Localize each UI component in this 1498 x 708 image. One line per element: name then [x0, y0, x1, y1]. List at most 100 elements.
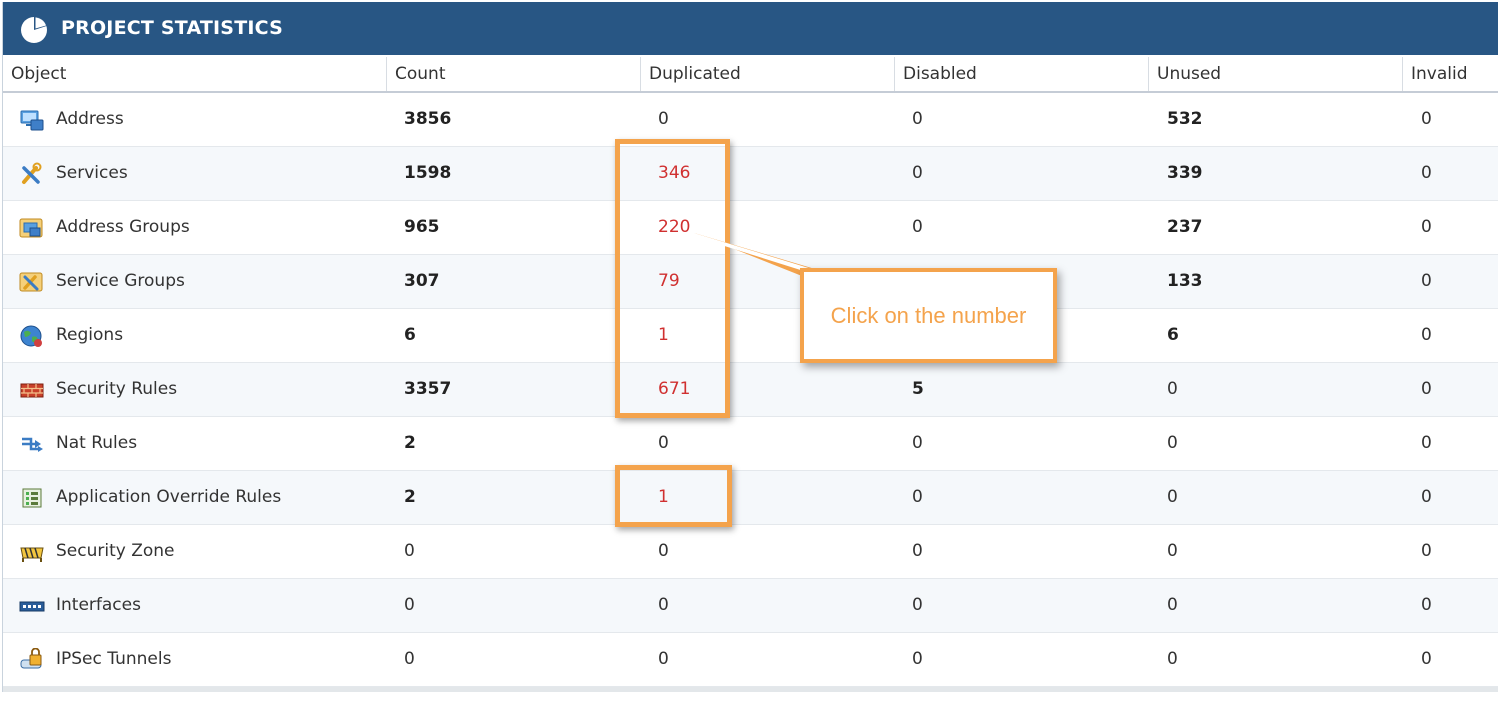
- invalid-value[interactable]: 0: [1421, 271, 1432, 291]
- object-cell: Nat Rules: [19, 417, 379, 470]
- count-value: 0: [404, 541, 415, 561]
- unused-value[interactable]: 0: [1167, 595, 1178, 615]
- column-header-count[interactable]: Count: [387, 57, 641, 91]
- duplicated-value[interactable]: 0: [658, 541, 669, 561]
- duplicated-value[interactable]: 1: [658, 325, 669, 345]
- invalid-value[interactable]: 0: [1421, 379, 1432, 399]
- object-label: Service Groups: [56, 271, 185, 291]
- disabled-value[interactable]: 0: [912, 595, 923, 615]
- duplicated-value[interactable]: 0: [658, 595, 669, 615]
- count-value: 2: [404, 487, 416, 507]
- project-statistics-panel: PROJECT STATISTICS Object Count Duplicat…: [2, 2, 1498, 692]
- table-row: Security Rules 3357 671 5 0 0: [3, 363, 1498, 417]
- table-row: Services 1598 346 0 339 0: [3, 147, 1498, 201]
- invalid-value[interactable]: 0: [1421, 487, 1432, 507]
- column-header-duplicated[interactable]: Duplicated: [641, 57, 895, 91]
- object-label: Regions: [56, 325, 124, 345]
- count-value: 6: [404, 325, 416, 345]
- table-row: IPSec Tunnels 0 0 0 0 0: [3, 633, 1498, 687]
- unused-value[interactable]: 237: [1167, 217, 1203, 237]
- count-value: 3856: [404, 109, 452, 129]
- regions-globe-icon: [20, 325, 42, 347]
- disabled-value[interactable]: 0: [912, 217, 923, 237]
- duplicated-value[interactable]: 1: [658, 487, 669, 507]
- interfaces-icon: [19, 601, 45, 612]
- unused-value[interactable]: 532: [1167, 109, 1203, 129]
- table-row: Application Override Rules 2 1 0 0 0: [3, 471, 1498, 525]
- column-header-unused[interactable]: Unused: [1149, 57, 1403, 91]
- statistics-table-body: Address 3856 0 0 532 0 Services 1598 346…: [3, 93, 1498, 687]
- disabled-value[interactable]: 0: [912, 163, 923, 183]
- disabled-value[interactable]: 0: [912, 487, 923, 507]
- column-header-invalid[interactable]: Invalid: [1411, 64, 1468, 84]
- unused-value[interactable]: 0: [1167, 541, 1178, 561]
- disabled-value[interactable]: 0: [912, 433, 923, 453]
- object-cell: Security Rules: [19, 363, 379, 416]
- unused-value[interactable]: 133: [1167, 271, 1203, 291]
- object-cell: Application Override Rules: [19, 471, 379, 524]
- disabled-value[interactable]: 0: [912, 649, 923, 669]
- object-label: Address: [56, 109, 124, 129]
- column-header-disabled[interactable]: Disabled: [895, 57, 1149, 91]
- unused-value[interactable]: 0: [1167, 649, 1178, 669]
- panel-footer: [3, 687, 1498, 692]
- invalid-value[interactable]: 0: [1421, 109, 1432, 129]
- invalid-value[interactable]: 0: [1421, 325, 1432, 345]
- invalid-value[interactable]: 0: [1421, 433, 1432, 453]
- count-value: 3357: [404, 379, 452, 399]
- callout-pointer: [694, 233, 820, 280]
- duplicated-value[interactable]: 220: [658, 217, 691, 237]
- table-row: Security Zone 0 0 0 0 0: [3, 525, 1498, 579]
- duplicated-value[interactable]: 346: [658, 163, 691, 183]
- unused-value[interactable]: 0: [1167, 487, 1178, 507]
- disabled-value[interactable]: 5: [912, 379, 924, 399]
- object-cell: IPSec Tunnels: [19, 633, 379, 686]
- count-value: 0: [404, 595, 415, 615]
- disabled-value[interactable]: 0: [912, 541, 923, 561]
- count-value: 1598: [404, 163, 452, 183]
- object-label: Interfaces: [56, 595, 141, 615]
- table-row: Regions 6 1 6 0: [3, 309, 1498, 363]
- invalid-value[interactable]: 0: [1421, 649, 1432, 669]
- duplicated-value[interactable]: 671: [658, 379, 691, 399]
- count-value: 2: [404, 433, 416, 453]
- panel-header: PROJECT STATISTICS: [3, 2, 1498, 55]
- disabled-value[interactable]: 0: [912, 109, 923, 129]
- table-header: Object Count Duplicated Disabled Unused …: [3, 57, 1498, 93]
- object-cell: Services: [19, 147, 379, 200]
- object-cell: Service Groups: [19, 255, 379, 308]
- duplicated-value[interactable]: 0: [658, 433, 669, 453]
- object-cell: Regions: [19, 309, 379, 362]
- duplicated-value[interactable]: 79: [658, 271, 680, 291]
- unused-value[interactable]: 339: [1167, 163, 1203, 183]
- invalid-value[interactable]: 0: [1421, 163, 1432, 183]
- invalid-value[interactable]: 0: [1421, 541, 1432, 561]
- duplicated-value[interactable]: 0: [658, 649, 669, 669]
- count-value: 0: [404, 649, 415, 669]
- object-label: Services: [56, 163, 128, 183]
- unused-value[interactable]: 0: [1167, 379, 1178, 399]
- pie-chart-icon: [21, 16, 47, 43]
- object-cell: Address Groups: [19, 201, 379, 254]
- security-zone-icon: [20, 547, 44, 562]
- ipsec-tunnels-icon: [20, 648, 42, 669]
- invalid-value[interactable]: 0: [1421, 217, 1432, 237]
- unused-value[interactable]: 6: [1167, 325, 1179, 345]
- table-row: Interfaces 0 0 0 0 0: [3, 579, 1498, 633]
- object-label: Security Rules: [56, 379, 178, 399]
- unused-value[interactable]: 0: [1167, 433, 1178, 453]
- app-override-icon: [22, 488, 42, 508]
- object-cell: Security Zone: [19, 525, 379, 578]
- service-groups-icon: [19, 272, 43, 292]
- highlight-box-duplicated: [615, 139, 730, 418]
- object-label: Application Override Rules: [56, 487, 282, 507]
- count-value: 307: [404, 271, 440, 291]
- duplicated-value[interactable]: 0: [658, 109, 669, 129]
- invalid-value[interactable]: 0: [1421, 595, 1432, 615]
- table-row: Address 3856 0 0 532 0: [3, 93, 1498, 147]
- column-header-object[interactable]: Object: [3, 57, 387, 91]
- count-value: 965: [404, 217, 440, 237]
- table-row: Service Groups 307 79 133 0: [3, 255, 1498, 309]
- callout-text: Click on the number: [830, 303, 1027, 328]
- nat-rules-icon: [22, 437, 43, 452]
